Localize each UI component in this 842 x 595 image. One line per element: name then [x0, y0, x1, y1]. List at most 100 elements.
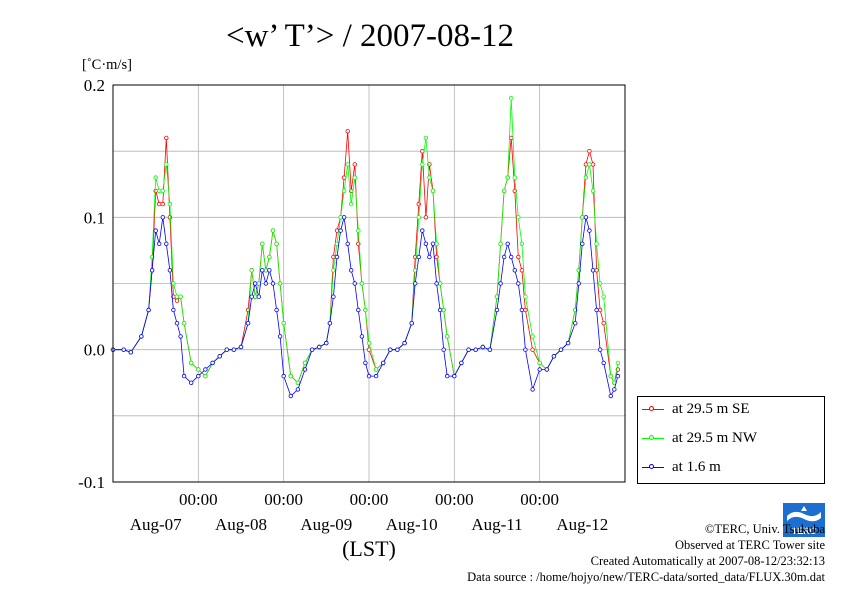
- y-tick-label: -0.1: [78, 473, 105, 492]
- data-point: [281, 321, 286, 326]
- data-point: [580, 241, 585, 246]
- y-tick-label: 0.2: [84, 76, 105, 95]
- data-point: [270, 228, 276, 233]
- data-point: [164, 135, 169, 141]
- legend-label-se: at 29.5 m SE: [672, 401, 750, 417]
- data-point: [459, 360, 464, 366]
- axes: -0.1 0.0 0.1 0.2 00:00 00:00 00:00 00:00 00:00 Au…: [78, 76, 608, 534]
- y-tick-label: 0.1: [84, 208, 105, 227]
- data-point: [295, 380, 301, 385]
- data-point: [331, 268, 336, 273]
- data-point: [252, 281, 258, 286]
- data-point: [160, 188, 165, 194]
- data-point: [480, 344, 485, 350]
- data-point: [583, 215, 589, 220]
- data-point: [167, 268, 173, 273]
- data-point: [203, 373, 208, 379]
- data-point: [341, 188, 347, 194]
- data-point: [601, 321, 606, 326]
- data-point: [363, 307, 368, 313]
- data-point: [164, 241, 169, 246]
- data-point: [139, 334, 144, 339]
- data-point: [583, 175, 589, 180]
- data-point: [156, 201, 162, 207]
- copyright-text: ©TERC, Univ. Tsukuba: [704, 522, 825, 536]
- data-point: [331, 294, 336, 299]
- legend-marker-se: [649, 406, 654, 411]
- data-point: [420, 162, 425, 167]
- data-point: [188, 360, 194, 366]
- legend-marker-nw: [649, 435, 654, 440]
- data-point: [587, 162, 592, 167]
- data-point: [356, 307, 361, 313]
- data-point: [590, 162, 596, 167]
- data-point: [181, 321, 187, 326]
- data-point: [327, 321, 333, 326]
- data-point: [260, 268, 265, 273]
- data-point: [288, 373, 293, 379]
- data-point: [565, 340, 571, 346]
- data-point: [615, 373, 621, 379]
- legend-label-nw: at 29.5 m NW: [672, 430, 757, 446]
- data-point: [537, 360, 542, 366]
- data-point: [494, 307, 500, 313]
- data-point: [608, 393, 613, 399]
- data-point: [430, 188, 436, 194]
- data-point: [512, 268, 517, 273]
- data-point: [352, 175, 357, 180]
- legend-label-1-6m: at 1.6 m: [672, 459, 721, 475]
- data-point: [267, 268, 272, 273]
- data-point: [174, 298, 180, 303]
- logo-text: TERC: [792, 526, 817, 536]
- data-point: [523, 347, 528, 352]
- data-point: [181, 373, 187, 379]
- data-point: [359, 281, 365, 286]
- data-point: [530, 387, 535, 392]
- data-point: [146, 307, 151, 313]
- data-point: [363, 360, 368, 366]
- data-point: [519, 241, 525, 246]
- data-point: [427, 254, 432, 260]
- legend-item: at 29.5 m NW: [638, 429, 824, 449]
- data-point: [317, 344, 322, 350]
- data-point: [338, 228, 343, 233]
- data-point: [381, 360, 386, 366]
- data-point: [413, 281, 418, 286]
- data-point: [537, 367, 542, 372]
- legend: at 29.5 m SE at 29.5 m NW at 1.6 m: [637, 396, 825, 484]
- x-tick-label: 00:00: [179, 490, 218, 509]
- data-point: [409, 321, 414, 326]
- data-point: [260, 241, 265, 246]
- data-point: [441, 347, 446, 352]
- data-point: [196, 373, 201, 379]
- y-unit-label: [˚C·m/s]: [82, 57, 132, 73]
- series-2: [110, 95, 621, 385]
- data-point: [196, 367, 201, 372]
- data-point: [334, 254, 340, 260]
- data-point: [366, 373, 372, 379]
- data-point: [441, 307, 446, 313]
- data-point: [153, 188, 158, 194]
- data-point: [160, 215, 165, 220]
- data-point: [263, 268, 269, 273]
- data-point: [509, 135, 514, 141]
- data-point: [505, 241, 510, 246]
- source-text: Data source : /home/hojyo/new/TERC-data/…: [467, 570, 825, 584]
- date-label: Aug-11: [471, 515, 522, 534]
- data-point: [434, 241, 439, 246]
- data-point: [171, 307, 176, 313]
- data-point: [587, 148, 592, 154]
- data-point: [338, 215, 343, 220]
- data-point: [487, 347, 493, 352]
- data-point: [388, 347, 393, 352]
- data-point: [509, 95, 514, 101]
- data-point: [288, 393, 293, 399]
- data-point: [516, 281, 521, 286]
- data-point: [580, 215, 585, 220]
- data-point: [277, 334, 283, 339]
- data-point: [544, 367, 549, 372]
- series-line: [113, 217, 619, 398]
- x-tick-label: 00:00: [264, 490, 303, 509]
- legend-item: at 1.6 m: [638, 458, 824, 478]
- data-point: [594, 268, 599, 273]
